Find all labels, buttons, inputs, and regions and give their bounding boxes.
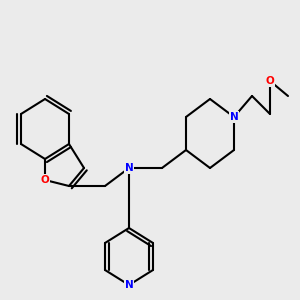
Text: N: N [124,163,134,173]
Text: O: O [40,175,50,185]
Text: N: N [230,112,238,122]
Text: O: O [266,76,274,86]
Text: N: N [124,280,134,290]
